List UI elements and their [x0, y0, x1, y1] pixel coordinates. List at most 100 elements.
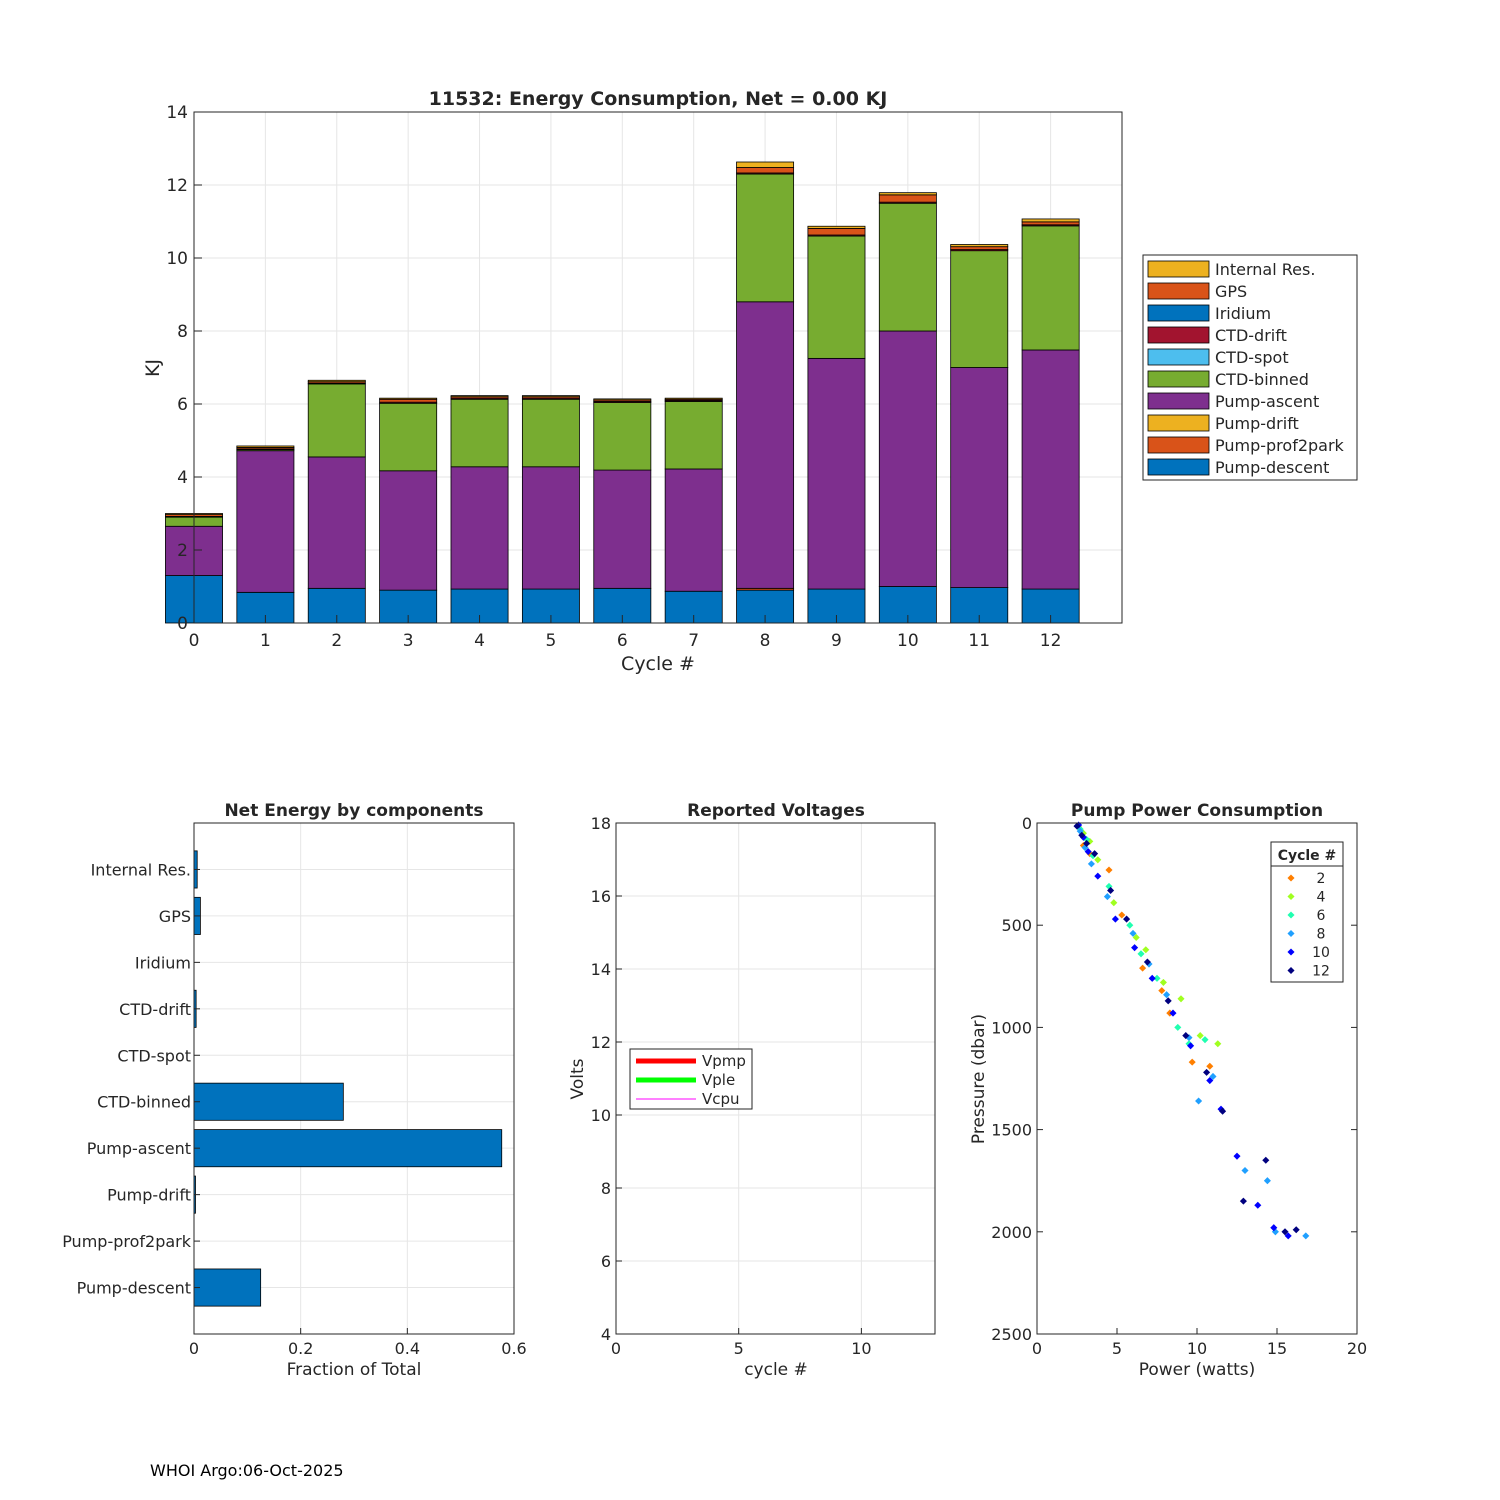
bar-segment-ctd-binned-cycle-10 — [878, 202, 937, 332]
energy-y-tick-label: 14 — [166, 103, 188, 123]
energy-y-tick-label: 10 — [166, 249, 188, 269]
energy-x-tick-label: 4 — [474, 631, 485, 651]
energy-x-tick-label: 12 — [1040, 631, 1062, 651]
pump-power-chart: 0 5 10 15 20 0 500 1000 1500 2000 2500 Pump Power … — [969, 801, 1367, 1380]
voltages-legend-label-vcpu: Vcpu — [702, 1090, 740, 1108]
bar-segment-gps-cycle-12 — [1021, 221, 1080, 226]
energy-x-tick-label: 9 — [831, 631, 842, 651]
bar-segment-internal-res--cycle-5 — [521, 395, 580, 398]
energy-x-tick-label: 2 — [331, 631, 342, 651]
energy-x-tick-label: 10 — [897, 631, 919, 651]
bar-segment-ctd-binned-cycle-12 — [1021, 225, 1080, 351]
net-energy-category-label: CTD-drift — [119, 1000, 191, 1019]
voltages-x-tick-label: 10 — [851, 1339, 871, 1358]
pump-power-ticks: 0 5 10 15 20 0 500 1000 1500 2000 2500 — [991, 814, 1367, 1358]
pump-power-legend-title: Cycle # — [1278, 848, 1337, 864]
bar-segment-gps-cycle-9 — [807, 228, 866, 236]
net-energy-x-tick-label: 0.4 — [395, 1339, 420, 1358]
bar-segment-pump-ascent-cycle-4 — [450, 466, 509, 590]
net-energy-x-axis-label: Fraction of Total — [287, 1360, 422, 1380]
bar-segment-internal-res--cycle-10 — [878, 192, 937, 196]
energy-x-tick-label: 0 — [189, 631, 200, 651]
energy-y-tick-label: 2 — [177, 541, 188, 561]
bar-segment-pump-ascent-cycle-8 — [736, 301, 795, 589]
bar-segment-pump-ascent-cycle-3 — [379, 470, 438, 591]
voltages-plot-box — [615, 822, 936, 1335]
legend-label-pump-descent: Pump-descent — [1215, 458, 1329, 477]
voltages-y-tick-label: 16 — [591, 887, 611, 906]
net-energy-x-tick-label: 0.2 — [288, 1339, 313, 1358]
legend-label-pump-ascent: Pump-ascent — [1215, 392, 1319, 411]
bar-segment-internal-res--cycle-2 — [307, 379, 366, 383]
legend-label-ctd-drift: CTD-drift — [1215, 326, 1287, 345]
legend-swatch-pump-descent — [1147, 458, 1210, 476]
pump-power-y-tick-label: 2500 — [991, 1325, 1032, 1344]
pump-power-legend-label-2: 2 — [1317, 871, 1326, 887]
net-energy-chart: 0 0.2 0.4 0.6 Internal Res. GPS Iridium CTD-dri… — [62, 801, 527, 1380]
legend-swatch-pump-prof2park — [1147, 436, 1210, 454]
legend-swatch-pump-drift — [1147, 414, 1210, 432]
energy-x-tick-label: 3 — [403, 631, 414, 651]
bar-segment-pump-ascent-cycle-11 — [950, 367, 1009, 588]
pump-power-legend-box — [1270, 841, 1344, 983]
bar-segment-gps-cycle-11 — [950, 246, 1009, 251]
net-energy-title: Net Energy by components — [224, 801, 483, 821]
voltages-y-axis-label: Volts — [568, 1058, 588, 1099]
voltages-legend-label-vple: Vple — [702, 1071, 735, 1089]
bar-segment-internal-res--cycle-7 — [664, 397, 723, 400]
pump-power-legend-label-4: 4 — [1317, 890, 1326, 906]
bar-segment-pump-ascent-cycle-10 — [878, 330, 937, 587]
net-energy-x-tick-label: 0.6 — [501, 1339, 526, 1358]
bar-segment-internal-res--cycle-8 — [736, 161, 795, 168]
bar-segment-pump-ascent-cycle-1 — [236, 450, 295, 593]
pump-power-y-tick-label: 1500 — [991, 1121, 1032, 1140]
bar-segment-pump-ascent-cycle-5 — [521, 466, 580, 590]
pump-power-x-tick-label: 15 — [1267, 1339, 1287, 1358]
net-energy-plot-area — [194, 823, 514, 1334]
energy-x-tick-label: 7 — [688, 631, 699, 651]
bar-segment-ctd-binned-cycle-8 — [736, 173, 795, 303]
net-energy-category-label: Pump-ascent — [87, 1139, 191, 1158]
bar-segment-ctd-binned-cycle-11 — [950, 250, 1009, 368]
legend-label-iridium: Iridium — [1215, 304, 1271, 323]
energy-bars — [165, 161, 1080, 624]
bar-segment-ctd-binned-cycle-6 — [593, 402, 652, 471]
energy-x-axis-label: Cycle # — [621, 653, 695, 675]
legend-label-pump-drift: Pump-drift — [1215, 414, 1299, 433]
energy-y-tick-label: 4 — [177, 468, 188, 488]
net-energy-category-label: CTD-binned — [97, 1093, 191, 1112]
legend-swatch-gps — [1147, 282, 1210, 300]
net-energy-category-label: GPS — [159, 907, 191, 926]
legend-label-pump-prof2park: Pump-prof2park — [1215, 436, 1345, 455]
bar-segment-pump-ascent-cycle-7 — [664, 468, 723, 592]
net-energy-category-label: Iridium — [135, 953, 191, 972]
voltages-x-axis-label: cycle # — [744, 1360, 808, 1380]
voltages-x-tick-label: 0 — [611, 1339, 621, 1358]
pump-power-legend: Cycle # 2 4 6 8 10 12 — [1270, 841, 1344, 983]
legend-swatch-ctd-drift — [1147, 326, 1210, 344]
bar-segment-ctd-binned-cycle-2 — [307, 383, 366, 458]
bar-segment-internal-res--cycle-12 — [1021, 218, 1080, 223]
legend-label-ctd-spot: CTD-spot — [1215, 348, 1289, 367]
net-energy-category-label: Pump-descent — [77, 1279, 191, 1298]
energy-y-tick-label: 0 — [177, 614, 188, 634]
energy-y-axis-label: KJ — [142, 359, 164, 377]
energy-x-tick-label: 11 — [968, 631, 990, 651]
pump-power-x-axis-label: Power (watts) — [1139, 1360, 1256, 1380]
energy-y-tick-label: 12 — [166, 176, 188, 196]
energy-x-tick-label: 6 — [617, 631, 628, 651]
net-energy-category-label: Pump-prof2park — [62, 1232, 192, 1251]
bar-segment-pump-ascent-cycle-9 — [807, 357, 866, 590]
bar-segment-ctd-binned-cycle-7 — [664, 401, 723, 470]
net-energy-bar-ctd-binned — [193, 1082, 344, 1121]
legend-label-gps: GPS — [1215, 282, 1247, 301]
legend-label-ctd-binned: CTD-binned — [1215, 370, 1309, 389]
energy-y-tick-label: 8 — [177, 322, 188, 342]
pump-power-legend-label-8: 8 — [1317, 927, 1326, 943]
bar-segment-gps-cycle-3 — [379, 398, 438, 403]
net-energy-category-label: Pump-drift — [107, 1186, 191, 1205]
bar-segment-internal-res--cycle-1 — [236, 445, 295, 448]
pump-power-x-tick-label: 20 — [1347, 1339, 1367, 1358]
